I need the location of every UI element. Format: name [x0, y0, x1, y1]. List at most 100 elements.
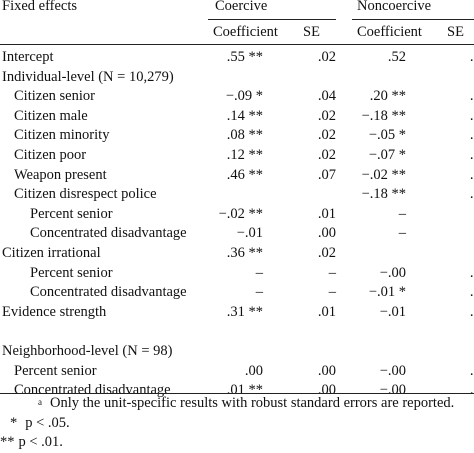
note-a-mark: a [38, 397, 42, 407]
table-row: Citizen irrational .36 ** .02 [0, 244, 474, 264]
noncoercive-se: .02 [469, 166, 474, 183]
note-p05-mark: * [10, 414, 18, 431]
row-label: Concentrated disadvantage [30, 225, 187, 242]
group-rule-coercive [208, 19, 336, 20]
coercive-coefficient: .55 ** [226, 49, 263, 65]
noncoercive-se: .00 [469, 264, 474, 281]
note-p05-text: p < .05. [25, 414, 70, 431]
noncoercive-se: .04 [469, 88, 474, 105]
noncoercive-coefficient: −.02 ** [361, 166, 406, 183]
noncoercive-coefficient: −.00 [379, 382, 406, 399]
coercive-se: .00 [317, 362, 336, 379]
coercive-coefficient: −.01 [236, 225, 263, 242]
table-row: Concentrated disadvantage – – −.01 * .00 [0, 283, 474, 303]
note-p01-text: p < .01. [18, 434, 63, 450]
noncoercive-coefficient: .52 [387, 49, 406, 65]
note-p01: ** p < .01. [0, 433, 474, 453]
row-label: Intercept [2, 49, 54, 65]
col-header-se-coercive: SE [303, 24, 320, 40]
row-label: Individual-level (N = 10,279) [2, 68, 174, 85]
col-header-se-noncoercive: SE [447, 24, 464, 40]
table-row: Individual-level (N = 10,279) [0, 68, 474, 88]
table-row: Citizen senior −.09 * .04 .20 ** .04 [0, 87, 474, 107]
noncoercive-se: .02 [469, 127, 474, 144]
group-header-coercive: Coercive [215, 0, 268, 14]
coercive-se: .02 [317, 107, 336, 124]
noncoercive-coefficient: −.18 ** [361, 186, 406, 203]
noncoercive-coefficient: −.01 [379, 303, 406, 320]
coercive-se: .00 [317, 382, 336, 399]
noncoercive-se: .00 [469, 362, 474, 379]
noncoercive-se: – [448, 205, 474, 225]
note-a-text: Only the unit-specific results with robu… [50, 395, 455, 411]
header-bottom-rule [0, 44, 474, 45]
table-row: Concentrated disadvantage −.01 .00 – – [0, 224, 474, 244]
table-row: Weapon present .46 ** .07 −.02 ** .02 [0, 166, 474, 186]
row-label: Concentrated disadvantage [14, 382, 171, 399]
table-row [0, 322, 474, 342]
coercive-coefficient: −.09 * [225, 88, 263, 105]
noncoercive-se: .02 [469, 146, 474, 163]
row-label: Citizen disrespect police [14, 186, 157, 203]
row-label: Citizen irrational [2, 244, 101, 261]
table-row: Percent senior – – −.00 .00 [0, 264, 474, 284]
noncoercive-se: .01 [469, 303, 474, 320]
noncoercive-coefficient: −.00 [379, 264, 406, 281]
coercive-coefficient: .31 ** [226, 303, 263, 320]
coercive-se: .02 [317, 127, 336, 144]
table-notes: a Only the unit-specific results with rob… [0, 394, 474, 453]
table-row: Concentrated disadvantage .01 ** .00 −.00 .0… [0, 381, 474, 401]
row-label: Percent senior [30, 205, 113, 222]
table-row: Intercept .55 ** .02 .52 .02 [0, 48, 474, 68]
coercive-se: .02 [317, 49, 336, 65]
note-a: a Only the unit-specific results with rob… [0, 394, 474, 414]
table-row: Citizen poor .12 ** .02 −.07 * .02 [0, 146, 474, 166]
col-header-coefficient-coercive: Coefficient [213, 24, 278, 40]
noncoercive-coefficient: – [398, 205, 406, 222]
note-p05: * p < .05. [0, 414, 474, 434]
noncoercive-coefficient: .20 ** [369, 88, 406, 105]
noncoercive-coefficient: −.05 * [368, 127, 406, 144]
row-label: Weapon present [14, 166, 107, 183]
group-rule-noncoercive [352, 19, 474, 20]
table-row: Citizen male .14 ** .02 −.18 ** .02 [0, 107, 474, 127]
noncoercive-se: .02 [469, 49, 474, 65]
coercive-coefficient: .36 ** [226, 244, 263, 261]
row-label: Citizen male [14, 107, 88, 124]
coercive-coefficient: .08 ** [226, 127, 263, 144]
noncoercive-se: – [448, 224, 474, 244]
noncoercive-coefficient: −.01 * [368, 284, 406, 301]
row-label: Citizen minority [14, 127, 110, 144]
table-row: Citizen minority .08 ** .02 −.05 * .02 [0, 126, 474, 146]
noncoercive-se: .00 [469, 382, 474, 399]
noncoercive-se: .00 [469, 284, 474, 301]
row-label: Citizen senior [14, 88, 95, 105]
coercive-se: .04 [317, 88, 336, 105]
table-bottom-rule [0, 393, 474, 394]
group-header-noncoercive: Noncoercive [357, 0, 432, 14]
noncoercive-se: .04 [469, 186, 474, 203]
table-body: Intercept .55 ** .02 .52 .02 Individual-leve… [0, 48, 474, 401]
coercive-se: .02 [317, 146, 336, 163]
coercive-coefficient: .00 [244, 362, 263, 379]
coercive-se: .07 [317, 166, 336, 183]
row-label: Concentrated disadvantage [30, 284, 187, 301]
coercive-coefficient: .01 ** [226, 382, 263, 399]
noncoercive-coefficient: – [398, 225, 406, 242]
note-p01-mark: ** [0, 434, 15, 450]
noncoercive-coefficient: −.00 [379, 362, 406, 379]
row-label: Percent senior [14, 362, 97, 379]
row-label: Citizen poor [14, 146, 87, 163]
coercive-coefficient: .14 ** [226, 107, 263, 124]
coercive-coefficient: .46 ** [226, 166, 263, 183]
noncoercive-coefficient: −.07 * [368, 146, 406, 163]
coercive-coefficient: −.02 ** [218, 205, 263, 222]
table-row: Neighborhood-level (N = 98) [0, 342, 474, 362]
coercive-se: .01 [317, 303, 336, 320]
coercive-se: .02 [317, 244, 336, 261]
row-label: Neighborhood-level (N = 98) [2, 342, 173, 359]
coercive-se: .01 [317, 205, 336, 222]
row-label: Evidence strength [2, 303, 107, 320]
coercive-coefficient: .12 ** [226, 146, 263, 163]
coercive-se: .00 [317, 225, 336, 242]
